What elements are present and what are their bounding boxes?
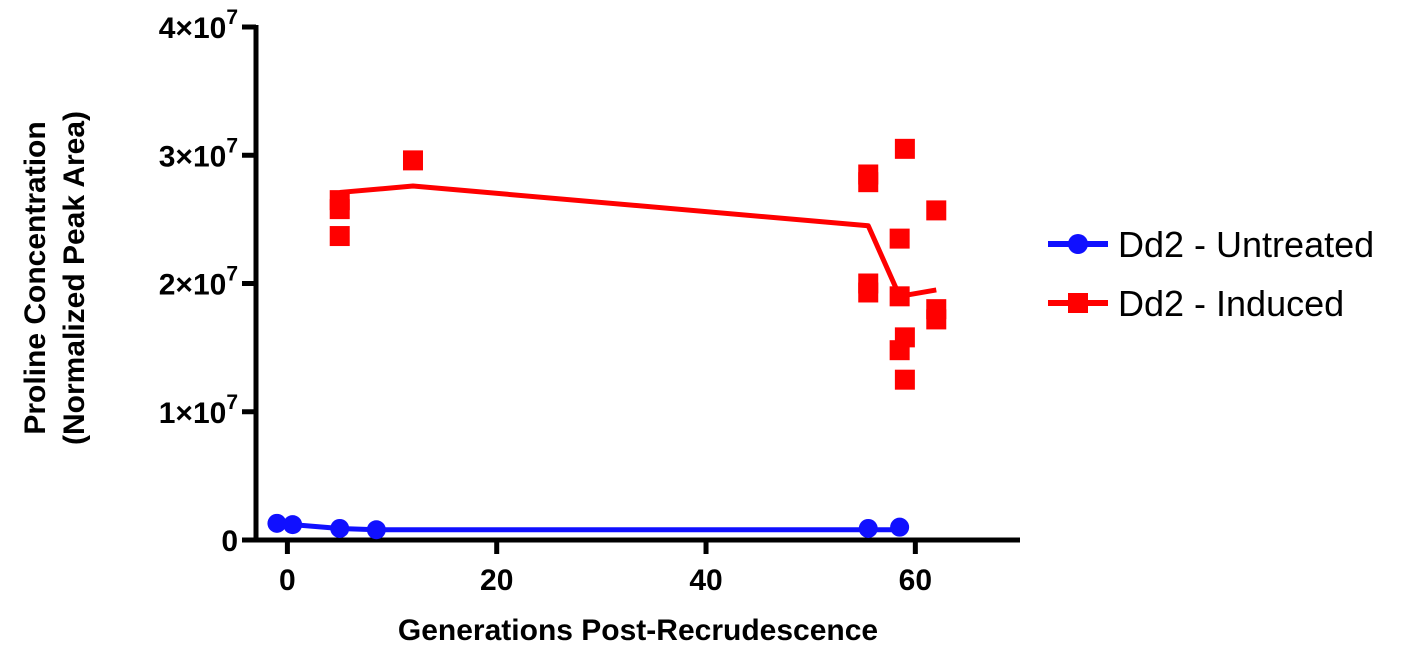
- y-tick-mantissa: 4×10: [159, 12, 227, 45]
- data-point: [894, 327, 915, 348]
- x-tick-label: 40: [689, 564, 722, 597]
- y-tick-exponent: 7: [226, 391, 238, 414]
- y-tick-mantissa: 3×10: [159, 140, 227, 173]
- legend-marker: [1068, 293, 1088, 313]
- legend-label: Dd2 - Untreated: [1118, 224, 1374, 265]
- x-tick-label: 0: [279, 564, 296, 597]
- x-tick-label: 20: [480, 564, 513, 597]
- y-tick-label: 0: [221, 525, 238, 558]
- x-tick-label: 60: [899, 564, 932, 597]
- data-point: [926, 309, 947, 330]
- y-tick-label: 2×107: [159, 263, 238, 302]
- data-point: [858, 282, 879, 303]
- data-point: [894, 138, 915, 159]
- data-point: [329, 226, 350, 247]
- data-point: [890, 517, 910, 537]
- y-tick-mantissa: 2×10: [159, 269, 227, 302]
- data-point: [889, 286, 910, 307]
- legend-item: Dd2 - Induced: [1048, 283, 1344, 324]
- data-point: [283, 515, 303, 535]
- x-axis-title: Generations Post-Recrudescence: [398, 614, 878, 647]
- y-axis-title-line-1: Proline Concentration: [19, 121, 52, 434]
- data-point: [366, 520, 386, 540]
- data-point: [926, 200, 947, 221]
- data-point: [329, 199, 350, 220]
- y-axis-title: Proline Concentration (Normalized Peak A…: [19, 111, 91, 445]
- series-layer: [267, 138, 947, 540]
- legend-item: Dd2 - Untreated: [1048, 224, 1374, 265]
- y-tick-label: 4×107: [159, 6, 238, 45]
- legend-marker: [1068, 234, 1088, 254]
- legend: Dd2 - Untreated Dd2 - Induced: [1048, 224, 1374, 324]
- data-point: [894, 369, 915, 390]
- legend-label: Dd2 - Induced: [1118, 283, 1344, 324]
- y-tick-exponent: 7: [226, 263, 238, 286]
- y-tick-mantissa: 1×10: [159, 397, 227, 430]
- data-point: [858, 172, 879, 193]
- y-tick-exponent: 7: [226, 134, 238, 157]
- data-point: [889, 228, 910, 249]
- data-point: [858, 518, 878, 538]
- data-point: [402, 150, 423, 171]
- data-point: [330, 518, 350, 538]
- series-line: [339, 183, 937, 299]
- series-1: [267, 513, 910, 540]
- y-tick-label: 1×107: [159, 391, 238, 430]
- y-tick-label: 3×107: [159, 134, 238, 173]
- y-tick-exponent: 7: [226, 6, 238, 29]
- series-2: [329, 138, 947, 390]
- y-tick-mantissa: 0: [221, 525, 238, 558]
- data-point: [267, 513, 287, 533]
- y-axis-title-line-2: (Normalized Peak Area): [58, 111, 91, 445]
